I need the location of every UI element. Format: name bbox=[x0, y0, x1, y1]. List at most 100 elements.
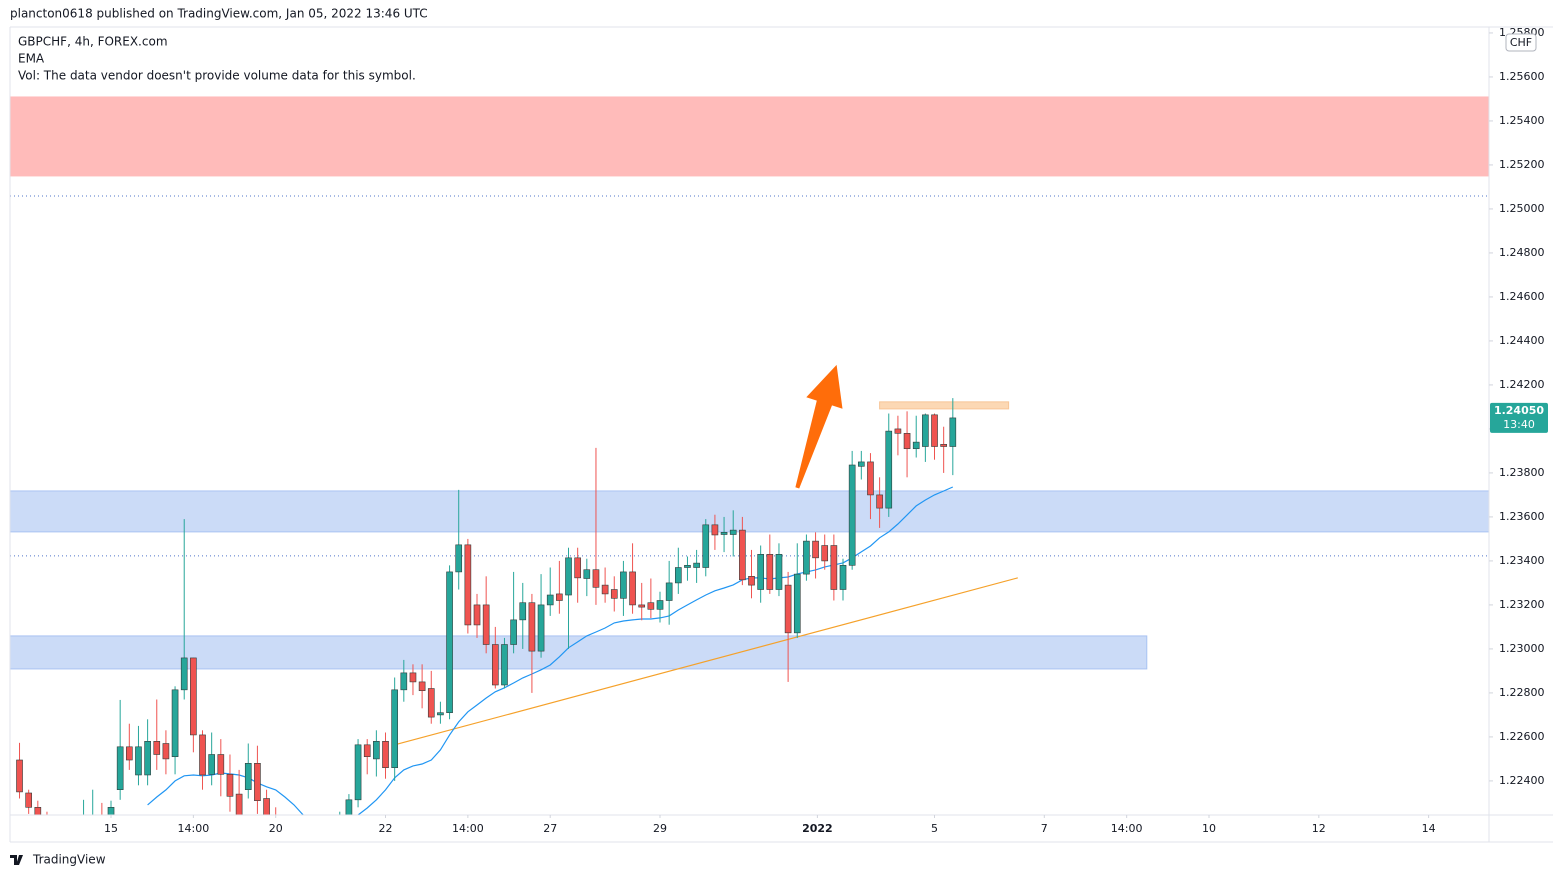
y-tick-label: 1.23800 bbox=[1499, 466, 1545, 479]
candle-body bbox=[464, 544, 472, 626]
candle-body bbox=[556, 593, 563, 601]
candle-body bbox=[793, 573, 801, 634]
x-tick-label: 2022 bbox=[802, 822, 833, 835]
x-tick-label: 5 bbox=[931, 822, 938, 835]
y-tick-label: 1.25000 bbox=[1499, 202, 1545, 215]
candle-body bbox=[171, 689, 179, 758]
candle-body bbox=[720, 532, 728, 535]
candle-body bbox=[244, 763, 252, 791]
candle-body bbox=[391, 689, 398, 769]
y-tick-label: 1.25200 bbox=[1499, 158, 1545, 171]
candle-body bbox=[162, 743, 170, 760]
x-tick-label: 14 bbox=[1422, 822, 1436, 835]
candle-body bbox=[711, 524, 719, 536]
trend-line bbox=[394, 577, 1018, 746]
candle-body bbox=[16, 759, 23, 793]
countdown-label: 13:40 bbox=[1503, 418, 1535, 431]
x-tick-label: 29 bbox=[653, 822, 667, 835]
candle-body bbox=[208, 754, 215, 775]
candle-body bbox=[647, 602, 655, 610]
candle-body bbox=[848, 464, 856, 566]
y-tick-label: 1.25400 bbox=[1499, 114, 1545, 127]
candle-body bbox=[684, 565, 691, 568]
candle-body bbox=[382, 741, 389, 769]
candle-body bbox=[519, 602, 527, 621]
candle-body bbox=[803, 540, 810, 575]
candle-body bbox=[226, 774, 234, 797]
candle-body bbox=[894, 428, 902, 434]
candle-body bbox=[528, 602, 536, 652]
candle-body bbox=[757, 554, 764, 590]
candle-body bbox=[629, 571, 636, 606]
candle-body bbox=[473, 604, 481, 626]
y-tick-label: 1.23200 bbox=[1499, 598, 1545, 611]
candle-body bbox=[217, 754, 225, 775]
candle-body bbox=[409, 672, 417, 683]
candle-body bbox=[876, 494, 883, 509]
candle-body bbox=[565, 557, 572, 596]
candle-body bbox=[363, 744, 371, 758]
candle-body bbox=[601, 584, 609, 595]
candle-body bbox=[583, 569, 591, 579]
legend-volume-note: Vol: The data vendor doesn't provide vol… bbox=[18, 69, 416, 83]
candle-body bbox=[830, 545, 838, 590]
footer-brand: TradingView bbox=[32, 853, 106, 867]
candle-body bbox=[922, 414, 929, 447]
candle-body bbox=[25, 792, 32, 808]
tradingview-logo bbox=[10, 855, 23, 865]
price-zone bbox=[879, 401, 1010, 410]
candle-body bbox=[437, 712, 444, 716]
candle-body bbox=[418, 681, 426, 692]
last-price-box bbox=[1490, 402, 1548, 433]
candle-body bbox=[940, 444, 947, 447]
candle-body bbox=[190, 657, 197, 736]
candle-body bbox=[455, 544, 463, 573]
candle-body bbox=[739, 529, 746, 581]
y-tick-label: 1.22600 bbox=[1499, 730, 1545, 743]
x-tick-label: 20 bbox=[269, 822, 283, 835]
x-tick-label: 14:00 bbox=[178, 822, 210, 835]
candle-body bbox=[373, 741, 380, 760]
x-tick-label: 15 bbox=[104, 822, 118, 835]
candle-body bbox=[885, 430, 893, 509]
candle-body bbox=[354, 744, 362, 801]
candle-body bbox=[446, 571, 453, 714]
candle-body bbox=[592, 569, 600, 588]
candle-body bbox=[693, 562, 700, 568]
candle-body bbox=[263, 798, 270, 815]
candle-body bbox=[546, 594, 554, 606]
y-tick-label: 1.24400 bbox=[1499, 334, 1545, 347]
candle-body bbox=[839, 565, 847, 590]
y-tick-label: 1.25600 bbox=[1499, 70, 1545, 83]
x-tick-label: 14:00 bbox=[452, 822, 484, 835]
candle-body bbox=[949, 417, 957, 447]
y-tick-label: 1.22400 bbox=[1499, 774, 1545, 787]
x-tick-label: 27 bbox=[543, 822, 557, 835]
ema-line bbox=[147, 486, 954, 815]
candle-body bbox=[775, 554, 783, 590]
candle-body bbox=[656, 600, 664, 610]
currency-badge[interactable] bbox=[1505, 33, 1537, 52]
candle-body bbox=[345, 799, 353, 815]
candle-body bbox=[144, 741, 151, 776]
candle-body bbox=[748, 576, 755, 586]
candle-body bbox=[254, 763, 261, 802]
candle-body bbox=[766, 554, 774, 590]
candle-body bbox=[821, 545, 829, 562]
candle-body bbox=[784, 584, 792, 634]
y-tick-label: 1.24600 bbox=[1499, 290, 1545, 303]
y-tick-label: 1.24800 bbox=[1499, 246, 1545, 259]
candle-body bbox=[867, 461, 874, 496]
y-tick-label: 1.24200 bbox=[1499, 378, 1545, 391]
candle-body bbox=[674, 567, 682, 584]
y-tick-label: 1.22800 bbox=[1499, 686, 1545, 699]
candle-body bbox=[235, 793, 243, 815]
publish-header: plancton0618 published on TradingView.co… bbox=[10, 7, 428, 21]
candle-body bbox=[491, 644, 499, 686]
x-tick-label: 12 bbox=[1312, 822, 1326, 835]
candle-body bbox=[620, 571, 627, 599]
candle-body bbox=[34, 807, 42, 815]
currency-label[interactable]: CHF bbox=[1510, 36, 1532, 49]
candle-body bbox=[427, 688, 435, 718]
